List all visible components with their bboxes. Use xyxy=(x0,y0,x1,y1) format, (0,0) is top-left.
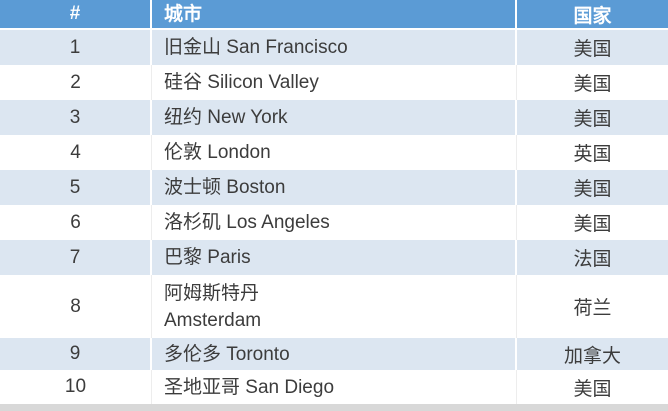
country-cell: 美国 xyxy=(573,39,612,60)
table-row: 5 波士顿 Boston 美国 xyxy=(0,170,668,205)
country-cell: 美国 xyxy=(573,378,612,400)
table-row: 7 巴黎 Paris 法国 xyxy=(0,240,668,275)
table-row: 6 洛杉矶 Los Angeles 美国 xyxy=(0,205,668,240)
city-cell: 阿姆斯特丹 Amsterdam xyxy=(152,275,517,338)
column-header-rank: # xyxy=(0,0,152,28)
rank-cell: 4 xyxy=(0,135,152,170)
table-header-row: # 城市 国家 xyxy=(0,0,668,30)
table-bottom-edge xyxy=(0,404,668,411)
rank-cell: 5 xyxy=(0,170,152,205)
rank-cell: 7 xyxy=(0,240,152,275)
country-cell: 加拿大 xyxy=(563,345,621,367)
city-cell: 巴黎 Paris xyxy=(152,240,517,275)
country-cell: 美国 xyxy=(573,74,612,95)
rank-cell: 3 xyxy=(0,100,152,135)
table-row: 3 纽约 New York 美国 xyxy=(0,100,668,135)
rank-cell: 1 xyxy=(0,30,152,65)
column-header-city: 城市 xyxy=(152,0,517,28)
city-cell: 伦敦 London xyxy=(152,135,517,170)
rank-cell: 6 xyxy=(0,205,152,240)
city-cell: 圣地亚哥 San Diego xyxy=(152,370,517,404)
country-cell: 美国 xyxy=(573,214,612,235)
country-cell: 法国 xyxy=(573,249,612,270)
table-row: 8 阿姆斯特丹 Amsterdam 荷兰 xyxy=(0,275,668,338)
city-cell: 纽约 New York xyxy=(152,100,517,135)
city-cell: 硅谷 Silicon Valley xyxy=(152,65,517,100)
rank-cell: 2 xyxy=(0,65,152,100)
country-cell: 美国 xyxy=(573,179,612,200)
table-row: 4 伦敦 London 英国 xyxy=(0,135,668,170)
table-row: 2 硅谷 Silicon Valley 美国 xyxy=(0,65,668,100)
country-cell: 荷兰 xyxy=(573,298,612,319)
table-row: 10 圣地亚哥 San Diego 美国 xyxy=(0,370,668,404)
rank-cell: 9 xyxy=(0,338,152,370)
column-header-country: 国家 xyxy=(573,5,612,27)
city-cell: 旧金山 San Francisco xyxy=(152,30,517,65)
table-row: 9 多伦多 Toronto 加拿大 xyxy=(0,338,668,370)
rank-cell: 8 xyxy=(0,275,152,338)
city-cell: 洛杉矶 Los Angeles xyxy=(152,205,517,240)
city-cell: 波士顿 Boston xyxy=(152,170,517,205)
rank-cell: 10 xyxy=(0,370,152,404)
country-cell: 美国 xyxy=(573,109,612,130)
city-cell: 多伦多 Toronto xyxy=(152,338,517,370)
country-cell: 英国 xyxy=(573,144,612,165)
table-row: 1 旧金山 San Francisco 美国 xyxy=(0,30,668,65)
